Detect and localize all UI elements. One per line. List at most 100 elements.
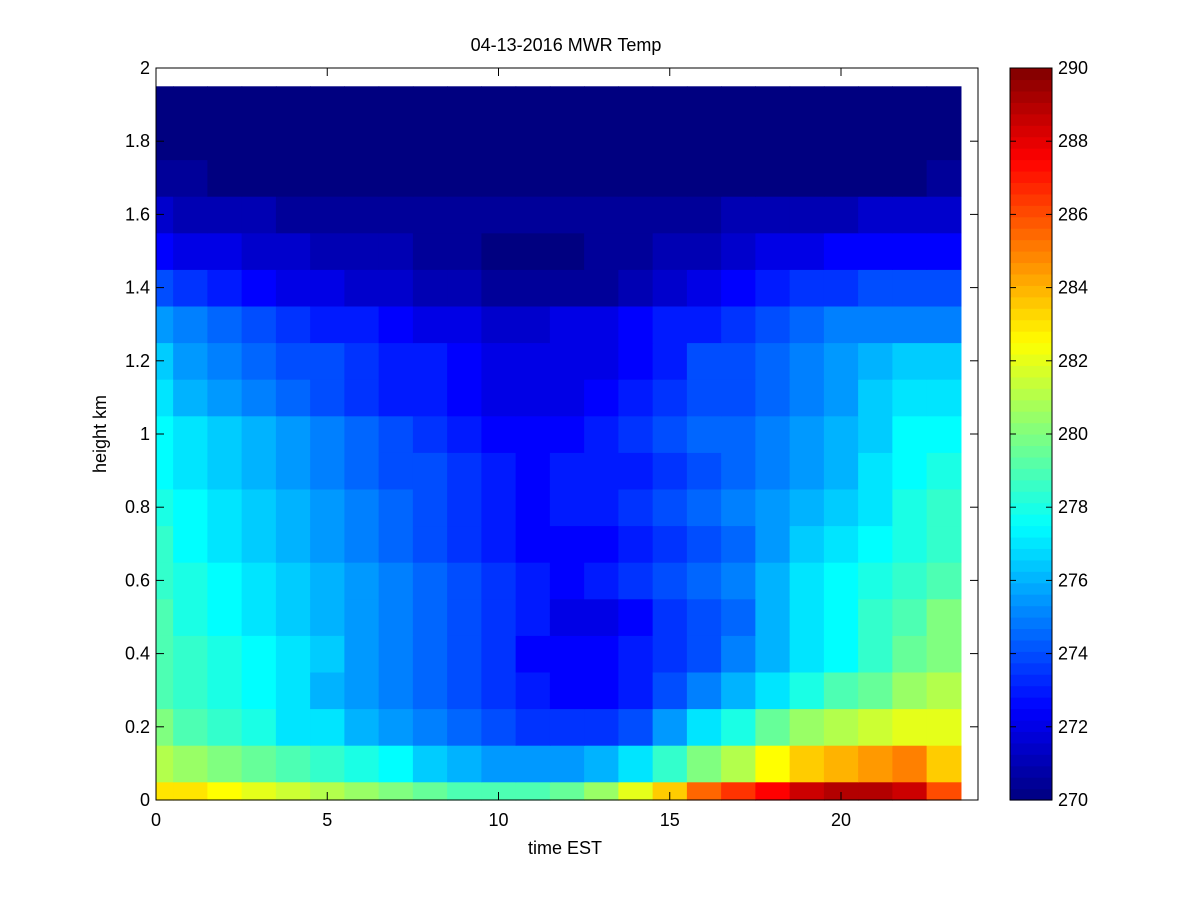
heatmap-cell (584, 232, 619, 270)
heatmap-cell (584, 488, 619, 527)
heatmap-cell (241, 562, 277, 600)
heatmap-cell (926, 452, 962, 490)
heatmap-cell (858, 196, 893, 234)
heatmap-cell (344, 525, 380, 563)
heatmap-cell (173, 269, 208, 307)
heatmap-cell (926, 562, 962, 600)
heatmap-cell (892, 745, 928, 783)
heatmap-cell (447, 86, 482, 124)
heatmap-cell (721, 635, 756, 673)
heatmap-cell (515, 415, 551, 453)
heatmap-cell (584, 122, 619, 161)
heatmap-cell (173, 379, 208, 417)
heatmap-cell (618, 196, 654, 234)
heatmap-cell (173, 86, 208, 124)
heatmap-cell (721, 452, 756, 490)
heatmap-cell (755, 781, 791, 801)
heatmap-cell (652, 671, 688, 710)
heatmap-cell (344, 562, 380, 600)
heatmap-cell (549, 415, 585, 453)
heatmap-cell (344, 232, 380, 270)
heatmap-cell (721, 379, 756, 417)
colorbar-step (1010, 251, 1052, 264)
heatmap-cell (584, 452, 619, 490)
heatmap-cell (310, 122, 345, 161)
heatmap-cell (310, 86, 345, 124)
heatmap-cell (858, 562, 893, 600)
heatmap-cell (789, 196, 825, 234)
heatmap-cell (892, 415, 928, 453)
colorbar-step (1010, 765, 1052, 778)
heatmap-cell (755, 745, 791, 783)
heatmap-cell (207, 269, 243, 307)
heatmap-cell (412, 781, 448, 801)
colorbar-tick-label: 278 (1058, 497, 1088, 517)
heatmap-cell (721, 342, 756, 380)
heatmap-cell (310, 745, 345, 783)
heatmap-cell (549, 708, 585, 746)
heatmap-cell (156, 342, 174, 380)
y-tick-label: 1.4 (125, 278, 150, 298)
heatmap-cell (858, 122, 893, 161)
heatmap-cell (156, 671, 174, 710)
heatmap-cell (892, 232, 928, 270)
heatmap-cell (755, 86, 791, 124)
heatmap-cell (549, 86, 585, 124)
colorbar-step (1010, 502, 1052, 515)
heatmap-cell (207, 342, 243, 380)
heatmap-cell (207, 232, 243, 270)
heatmap-cell (447, 379, 482, 417)
heatmap-cell (156, 415, 174, 453)
heatmap-cell (926, 635, 962, 673)
colorbar-step (1010, 754, 1052, 767)
heatmap-cell (241, 305, 277, 344)
colorbar-step (1010, 102, 1052, 115)
colorbar-step (1010, 594, 1052, 607)
heatmap-cell (275, 86, 311, 124)
heatmap-cell (275, 415, 311, 453)
colorbar-tick-label: 290 (1058, 58, 1088, 78)
heatmap-cell (173, 452, 208, 490)
heatmap-cell (515, 86, 551, 124)
heatmap-cell (892, 342, 928, 380)
colorbar-step (1010, 719, 1052, 732)
heatmap-cell (173, 562, 208, 600)
heatmap-cell (412, 269, 448, 307)
heatmap-cell (173, 671, 208, 710)
heatmap-cell (789, 745, 825, 783)
heatmap-cell (686, 562, 722, 600)
heatmap-cell (618, 708, 654, 746)
heatmap-cell (241, 708, 277, 746)
heatmap-cell (926, 232, 962, 270)
heatmap-cell (584, 562, 619, 600)
heatmap-cell (721, 305, 756, 344)
heatmap-cell (823, 342, 859, 380)
heatmap-cell (156, 745, 174, 783)
colorbar-step (1010, 376, 1052, 389)
heatmap-cell (241, 525, 277, 563)
heatmap-cell (926, 671, 962, 710)
heatmap-cell (858, 86, 893, 124)
heatmap-cell (344, 452, 380, 490)
heatmap-cell (378, 781, 414, 801)
heatmap-cell (515, 488, 551, 527)
heatmap-cell (156, 562, 174, 600)
chart-title: 04-13-2016 MWR Temp (471, 35, 662, 55)
heatmap-cell (447, 598, 482, 636)
heatmap-cell (447, 562, 482, 600)
colorbar-step (1010, 239, 1052, 252)
heatmap-cell (207, 379, 243, 417)
heatmap-cell (447, 745, 482, 783)
heatmap-cell (207, 525, 243, 563)
heatmap-cell (755, 452, 791, 490)
heatmap-cell (481, 671, 517, 710)
heatmap-cell (173, 525, 208, 563)
heatmap-cell (652, 598, 688, 636)
heatmap-cell (686, 232, 722, 270)
colorbar-step (1010, 422, 1052, 435)
heatmap-cell (310, 671, 345, 710)
heatmap-cell (241, 745, 277, 783)
heatmap-cell (207, 86, 243, 124)
heatmap-cell (755, 269, 791, 307)
heatmap-cell (755, 525, 791, 563)
